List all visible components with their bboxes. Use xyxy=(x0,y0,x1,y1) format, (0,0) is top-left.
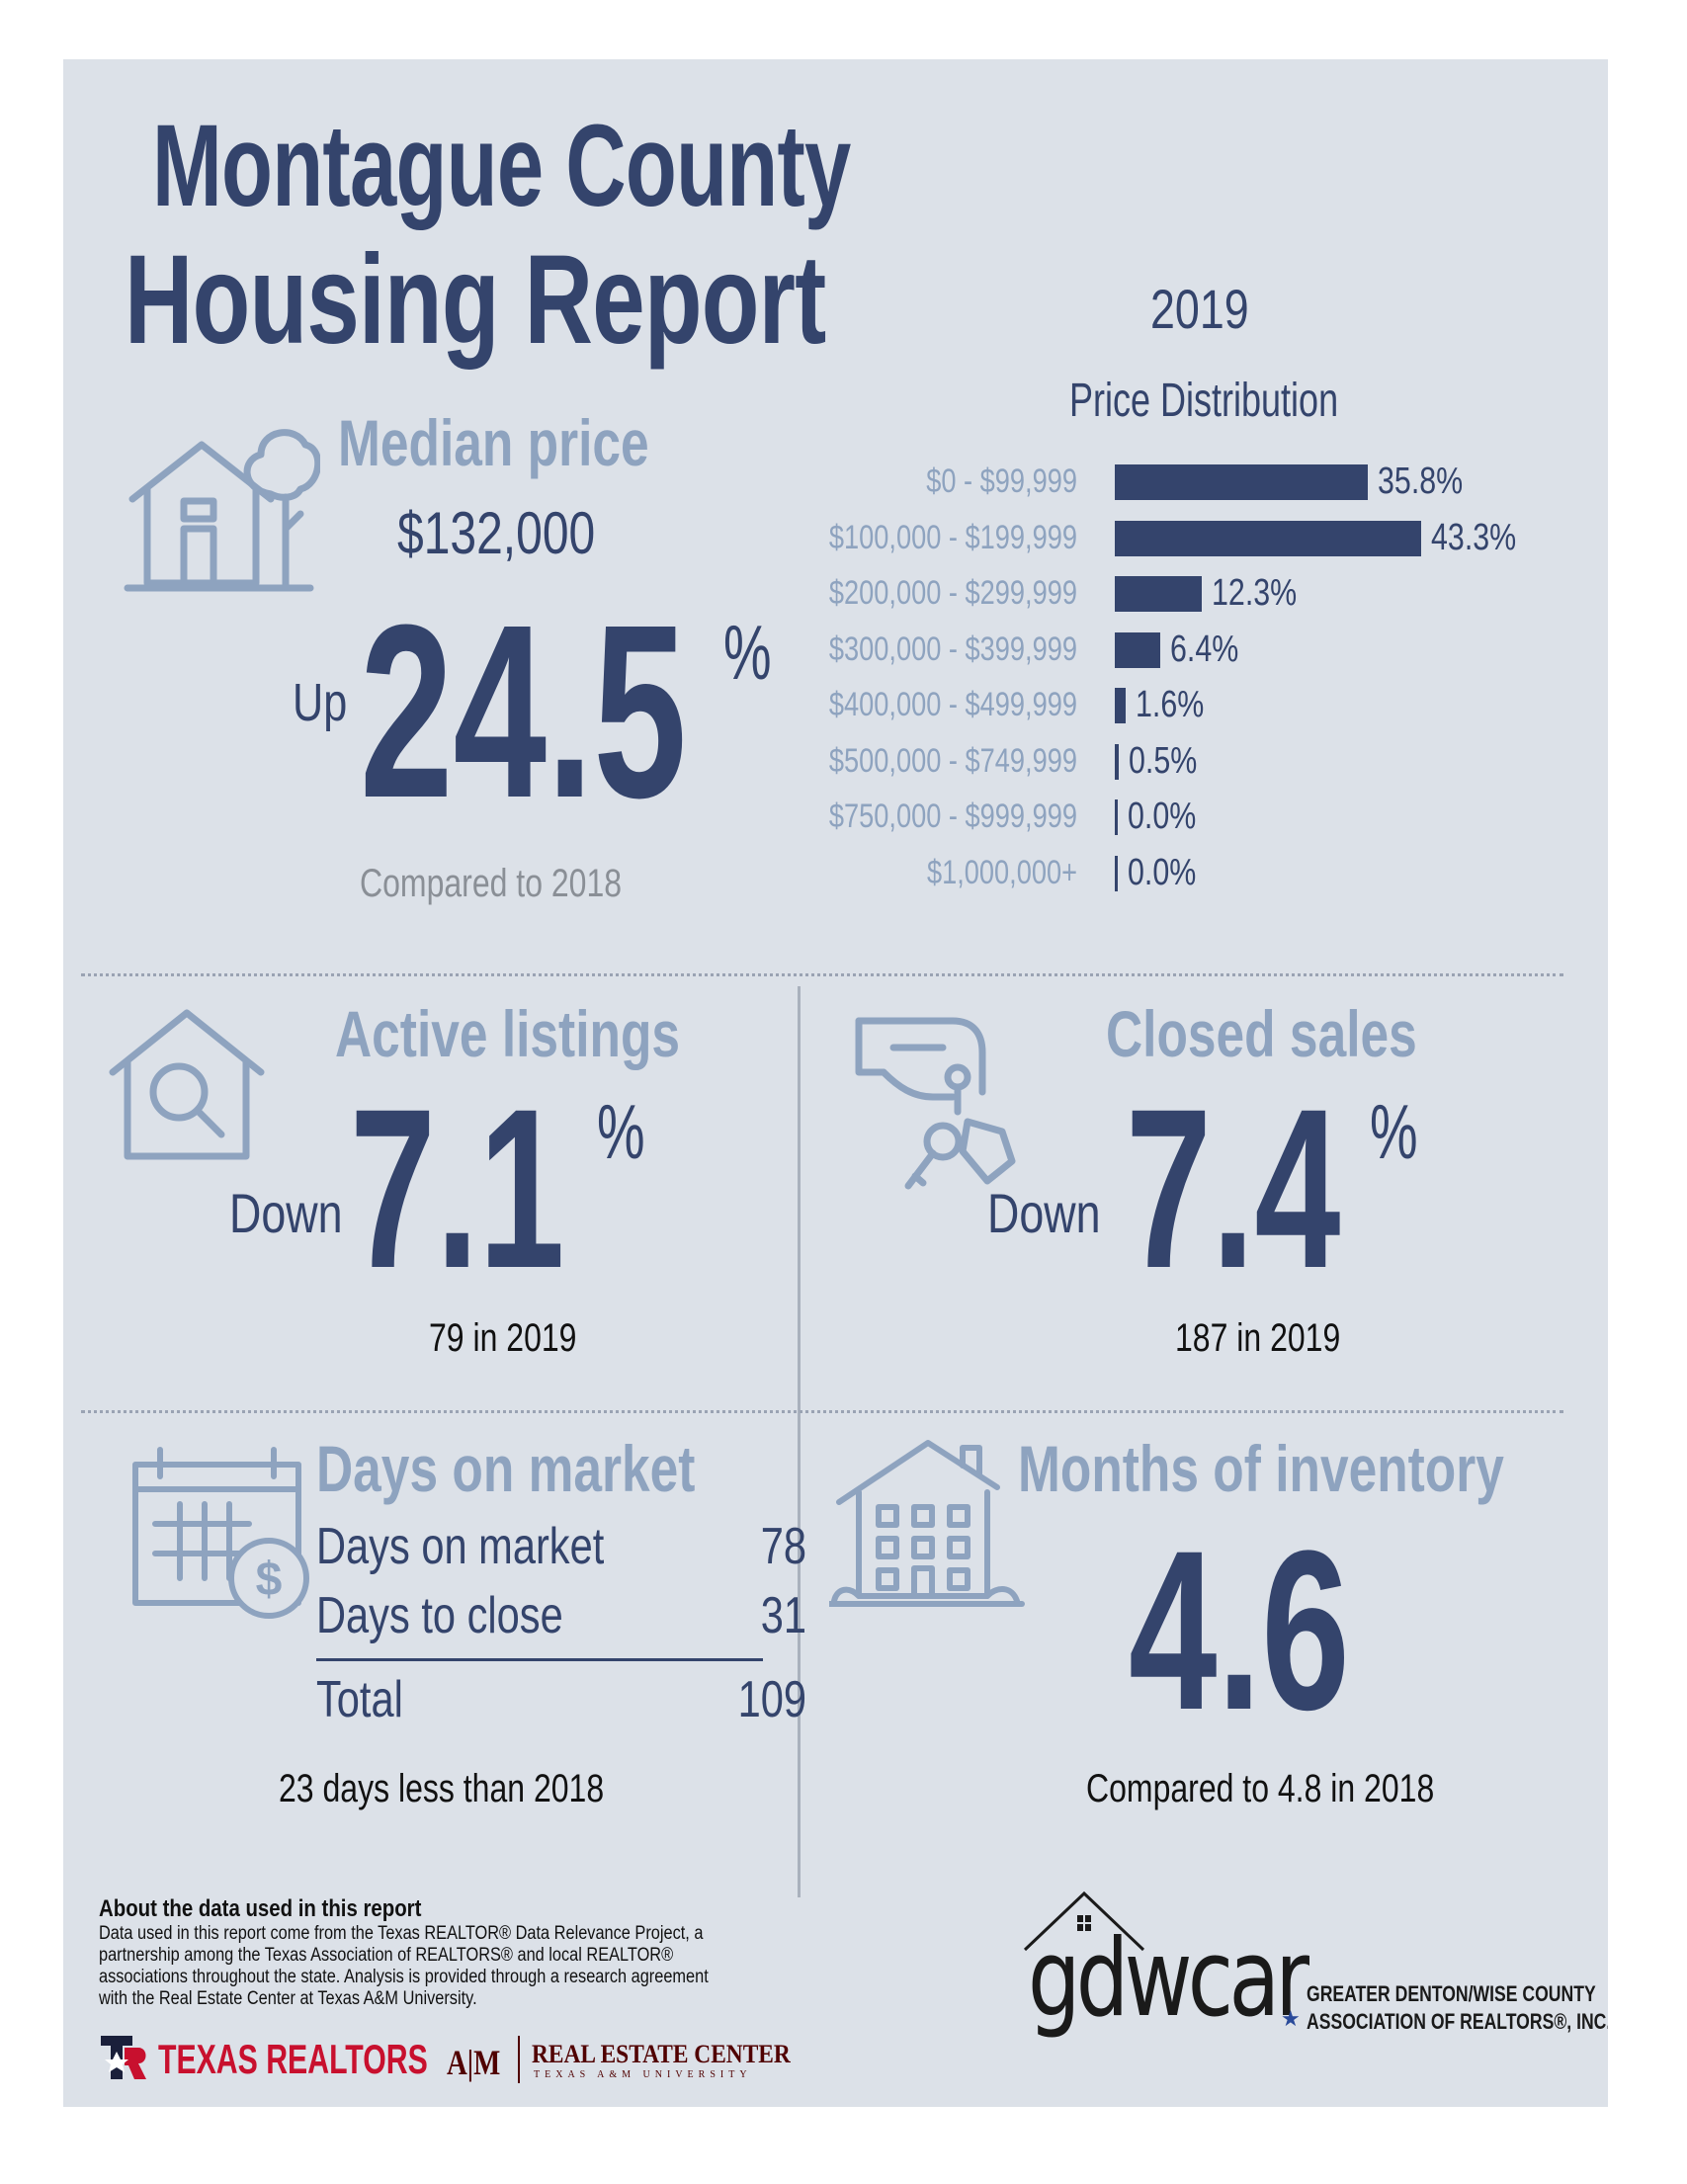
price-bar-label: $750,000 - $999,999 xyxy=(828,798,1077,835)
gdwcar-roof-icon xyxy=(1023,1890,1145,1952)
title-line-1: Montague County xyxy=(152,101,851,231)
price-bar-label: $200,000 - $299,999 xyxy=(828,574,1077,612)
rec-divider xyxy=(518,2036,520,2083)
dom-row-label-1: Days on market xyxy=(316,1518,605,1575)
price-bar xyxy=(1115,631,1160,668)
dom-row-value-2: 31 xyxy=(760,1587,806,1644)
divider-middle xyxy=(81,1410,1563,1413)
hand-keys-icon xyxy=(855,1017,1016,1190)
closed-sales-footnote: 187 in 2019 xyxy=(1175,1316,1341,1360)
closed-sales-change: 7.4 xyxy=(1126,1061,1341,1315)
active-listings-percent: % xyxy=(597,1088,645,1175)
dom-total-rule xyxy=(316,1658,763,1661)
gdwcar-star-icon: ★ xyxy=(1281,2006,1301,2031)
months-inventory-value: 4.6 xyxy=(1129,1503,1350,1757)
gdwcar-name-line-1: GREATER DENTON/WISE COUNTY xyxy=(1307,1981,1596,2006)
price-bar-value: 12.3% xyxy=(1212,572,1298,614)
median-price-value: $132,000 xyxy=(397,500,596,566)
price-bar-value: 6.4% xyxy=(1169,628,1239,670)
apartment-house-icon xyxy=(829,1440,1025,1607)
rec-wordmark: REAL ESTATE CENTER xyxy=(532,2040,791,2068)
house-magnifier-icon xyxy=(109,1009,265,1160)
rec-subtext: TEXAS A&M UNIVERSITY xyxy=(534,2069,752,2080)
price-bar-value: 0.0% xyxy=(1128,851,1197,893)
median-change-value: 24.5 xyxy=(360,573,687,849)
price-bar-value: 1.6% xyxy=(1136,684,1205,725)
price-bar xyxy=(1115,743,1119,780)
days-on-market-heading: Days on market xyxy=(316,1432,696,1505)
active-listings-change: 7.1 xyxy=(350,1061,565,1315)
divider-vertical xyxy=(798,986,801,1897)
closed-sales-direction: Down xyxy=(987,1182,1101,1244)
closed-sales-percent: % xyxy=(1370,1088,1418,1175)
price-bar-value: 35.8% xyxy=(1378,461,1464,502)
tam-logo: A|M xyxy=(447,2043,501,2082)
report-panel: Montague County Housing Report 2019 Pric… xyxy=(63,59,1608,2107)
price-bar-label: $500,000 - $749,999 xyxy=(828,741,1077,780)
price-bar xyxy=(1115,520,1421,556)
closed-sales-heading: Closed sales xyxy=(1106,997,1417,1070)
median-price-heading: Median price xyxy=(338,406,649,479)
price-bar xyxy=(1115,855,1118,891)
price-bar-label: $100,000 - $199,999 xyxy=(828,518,1077,556)
price-bar-label: $0 - $99,999 xyxy=(926,462,1077,500)
price-bar-value: 43.3% xyxy=(1431,516,1517,558)
dom-total-value: 109 xyxy=(737,1671,806,1728)
price-bar xyxy=(1115,688,1127,723)
texas-realtors-logo-icon xyxy=(101,2036,146,2079)
svg-text:$: $ xyxy=(256,1554,283,1606)
price-bar-label: $1,000,000+ xyxy=(926,853,1077,891)
gdwcar-name-line-2: ASSOCIATION OF REALTORS®, INC. xyxy=(1307,2009,1608,2034)
dom-row-value-1: 78 xyxy=(760,1518,806,1575)
about-text: Data used in this report come from the T… xyxy=(99,1923,709,2009)
months-inventory-heading: Months of inventory xyxy=(1018,1432,1504,1505)
active-listings-heading: Active listings xyxy=(335,997,681,1070)
about-title: About the data used in this report xyxy=(99,1895,422,1922)
median-direction: Up xyxy=(293,673,348,732)
price-distribution-title: Price Distribution xyxy=(1069,375,1339,427)
dom-footnote: 23 days less than 2018 xyxy=(279,1767,605,1810)
texas-realtors-wordmark: TEXAS REALTORS xyxy=(158,2036,428,2082)
divider-top xyxy=(81,973,1563,976)
active-listings-footnote: 79 in 2019 xyxy=(429,1316,577,1360)
price-bar-label: $400,000 - $499,999 xyxy=(828,686,1077,723)
active-listings-direction: Down xyxy=(229,1182,343,1244)
dom-row-label-2: Days to close xyxy=(316,1587,563,1644)
dom-total-label: Total xyxy=(316,1671,403,1728)
gdwcar-wordmark: gdwcar xyxy=(1028,1917,1309,2041)
price-bar xyxy=(1115,464,1369,500)
house-with-tree-icon xyxy=(124,429,320,592)
months-inventory-footnote: Compared to 4.8 in 2018 xyxy=(1086,1767,1435,1810)
price-bar xyxy=(1115,576,1203,612)
calendar-dollar-icon: $ xyxy=(132,1447,309,1619)
median-comparison: Compared to 2018 xyxy=(360,862,623,905)
report-year: 2019 xyxy=(1150,278,1249,340)
price-bar-value: 0.5% xyxy=(1128,739,1197,782)
title-line-2: Housing Report xyxy=(125,229,826,371)
price-bar-value: 0.0% xyxy=(1128,796,1197,837)
price-bar-label: $300,000 - $399,999 xyxy=(828,630,1077,668)
median-percent-sign: % xyxy=(723,609,772,696)
price-bar xyxy=(1115,799,1118,835)
